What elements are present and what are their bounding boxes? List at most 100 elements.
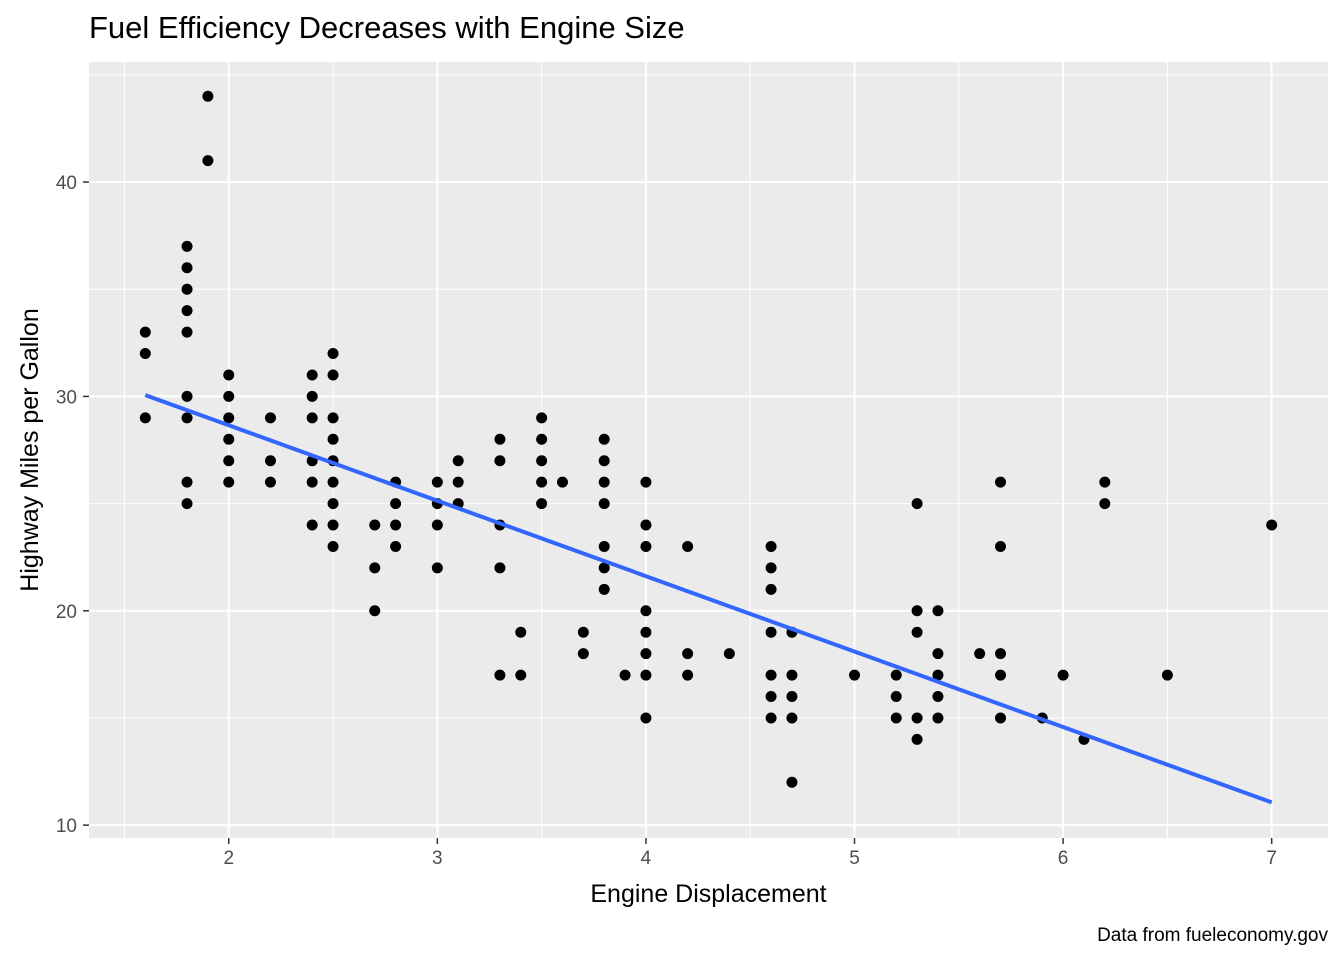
data-point (556, 476, 568, 488)
x-tick-label: 3 (432, 848, 443, 869)
x-tick-label: 7 (1266, 848, 1277, 869)
data-point (431, 476, 443, 488)
data-point (306, 412, 318, 424)
data-point (223, 455, 235, 467)
trend-line (144, 393, 1273, 805)
data-point (306, 519, 318, 531)
data-point (598, 476, 610, 488)
data-point (640, 626, 652, 638)
data-point (619, 669, 631, 681)
x-tick-label: 4 (641, 848, 652, 869)
data-point (1266, 519, 1278, 531)
data-point (223, 412, 235, 424)
data-point (640, 648, 652, 660)
data-point (598, 498, 610, 510)
data-point (911, 605, 923, 617)
data-point (786, 776, 798, 788)
data-point (640, 540, 652, 552)
trend-line-layer (144, 393, 1273, 805)
data-point (1099, 476, 1111, 488)
data-point (598, 562, 610, 574)
data-point (369, 605, 381, 617)
data-point (327, 412, 339, 424)
data-point (640, 476, 652, 488)
data-point (640, 712, 652, 724)
chart-title: Fuel Efficiency Decreases with Engine Si… (89, 10, 685, 45)
data-point (598, 540, 610, 552)
data-point (723, 648, 735, 660)
data-point (577, 648, 589, 660)
data-point (181, 240, 193, 252)
data-point (536, 498, 548, 510)
data-point (181, 283, 193, 295)
data-point (264, 476, 276, 488)
data-point (452, 455, 464, 467)
data-point (223, 369, 235, 381)
y-tick-label: 40 (56, 173, 77, 194)
x-tick-label: 5 (849, 848, 860, 869)
data-point (515, 626, 527, 638)
data-point (932, 648, 944, 660)
data-point (390, 519, 402, 531)
data-point (786, 669, 798, 681)
data-point (932, 605, 944, 617)
data-point (223, 476, 235, 488)
data-point (640, 605, 652, 617)
data-point (640, 519, 652, 531)
data-point (431, 562, 443, 574)
data-point (786, 691, 798, 703)
data-point (306, 476, 318, 488)
data-point (932, 669, 944, 681)
data-point (390, 498, 402, 510)
data-point (264, 412, 276, 424)
data-point (890, 712, 902, 724)
data-point (765, 712, 777, 724)
y-axis-title: Highway Miles per Gallon (16, 308, 44, 591)
data-point (682, 540, 694, 552)
data-point (911, 498, 923, 510)
y-tick-label: 10 (56, 816, 77, 837)
data-point (995, 712, 1007, 724)
data-point (327, 519, 339, 531)
data-point (202, 155, 214, 167)
x-tick-label: 6 (1058, 848, 1069, 869)
data-point (327, 540, 339, 552)
data-point (494, 433, 506, 445)
data-point (995, 648, 1007, 660)
data-point (640, 669, 652, 681)
data-point (995, 476, 1007, 488)
data-point (849, 669, 861, 681)
data-points (139, 90, 1278, 788)
data-point (181, 390, 193, 402)
data-point (598, 433, 610, 445)
data-point (139, 412, 151, 424)
data-point (181, 498, 193, 510)
y-tick-label: 30 (56, 387, 77, 408)
data-point (911, 626, 923, 638)
data-point (202, 90, 214, 102)
data-point (181, 412, 193, 424)
grid-lines (89, 62, 1328, 838)
data-point (911, 712, 923, 724)
data-point (369, 562, 381, 574)
data-point (890, 691, 902, 703)
data-point (682, 669, 694, 681)
data-point (598, 455, 610, 467)
data-point (223, 433, 235, 445)
data-point (786, 712, 798, 724)
data-point (139, 326, 151, 338)
data-point (890, 669, 902, 681)
data-point (369, 519, 381, 531)
data-point (181, 305, 193, 317)
data-point (765, 583, 777, 595)
data-point (974, 648, 986, 660)
data-point (181, 262, 193, 274)
data-point (1099, 498, 1111, 510)
data-point (306, 369, 318, 381)
data-point (494, 669, 506, 681)
data-point (306, 390, 318, 402)
data-point (765, 669, 777, 681)
data-point (327, 348, 339, 360)
data-point (327, 369, 339, 381)
data-point (536, 455, 548, 467)
